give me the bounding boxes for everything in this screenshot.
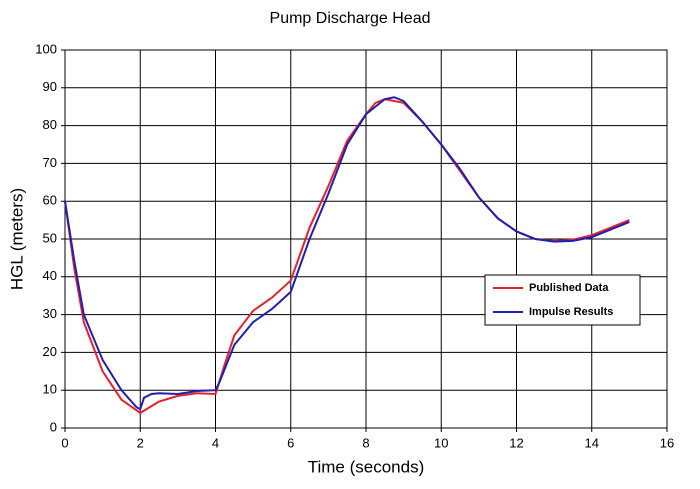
x-tick-label: 16 [660,435,674,450]
y-tick-label: 70 [43,155,57,170]
y-tick-label: 100 [35,41,57,56]
x-axis-label: Time (seconds) [308,457,425,476]
y-tick-label: 80 [43,117,57,132]
x-tick-label: 2 [137,435,144,450]
legend-box [484,274,641,326]
x-tick-label: 0 [61,435,68,450]
legend-label: Published Data [529,282,609,294]
y-tick-label: 60 [43,193,57,208]
x-tick-label: 8 [362,435,369,450]
y-tick-label: 90 [43,79,57,94]
y-tick-label: 30 [43,306,57,321]
y-tick-label: 50 [43,230,57,245]
chart-title: Pump Discharge Head [270,10,431,27]
y-tick-label: 20 [43,344,57,359]
y-tick-label: 10 [43,382,57,397]
x-tick-label: 4 [212,435,219,450]
series-line [64,96,630,411]
y-tick-label: 40 [43,268,57,283]
x-tick-label: 6 [287,435,294,450]
y-tick-label: 0 [50,419,57,434]
x-tick-label: 14 [585,435,599,450]
x-tick-label: 10 [434,435,448,450]
x-tick-label: 12 [509,435,523,450]
legend-label: Impulse Results [529,306,613,318]
y-axis-label: HGL (meters) [7,188,26,290]
